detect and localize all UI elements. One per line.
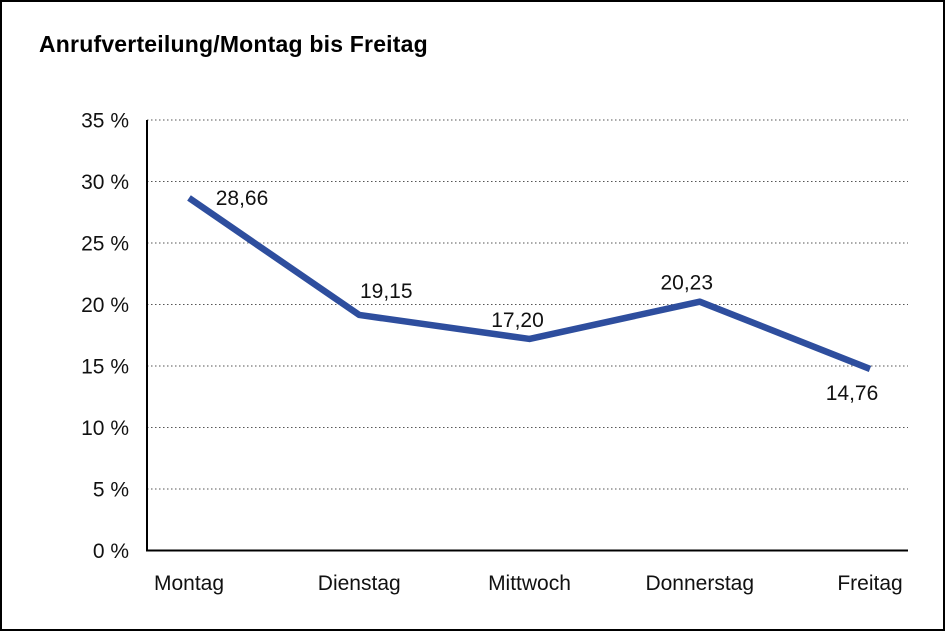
- x-category-labels: Montag Dienstag Mittwoch Donnerstag Freitag: [154, 572, 903, 595]
- y-tick-label: 10 %: [81, 417, 129, 440]
- data-label: 17,20: [491, 309, 544, 332]
- x-category-label: Montag: [154, 572, 224, 595]
- y-tick-label: 30 %: [81, 171, 129, 194]
- y-tick-label: 35 %: [81, 110, 129, 133]
- y-gridlines: [147, 119, 908, 490]
- series-line: [187, 195, 872, 372]
- data-label: 20,23: [660, 272, 713, 295]
- y-tick-label: 20 %: [81, 294, 129, 317]
- y-tick-label: 25 %: [81, 233, 129, 256]
- data-labels: 28,66 19,15 17,20 20,23 14,76: [216, 187, 879, 405]
- data-label: 19,15: [360, 280, 413, 303]
- data-label: 14,76: [826, 382, 879, 405]
- y-tick-labels: 0 % 5 % 10 % 15 % 20 % 25 % 30 % 35 %: [81, 110, 129, 564]
- x-category-label: Freitag: [837, 572, 902, 595]
- x-category-label: Mittwoch: [488, 572, 571, 595]
- x-category-label: Dienstag: [318, 572, 401, 595]
- chart-title: Anrufverteilung/Montag bis Freitag: [39, 31, 428, 57]
- y-tick-label: 0 %: [93, 540, 129, 563]
- data-label: 28,66: [216, 187, 269, 210]
- x-category-label: Donnerstag: [645, 572, 754, 595]
- y-tick-label: 15 %: [81, 356, 129, 379]
- y-tick-label: 5 %: [93, 479, 129, 502]
